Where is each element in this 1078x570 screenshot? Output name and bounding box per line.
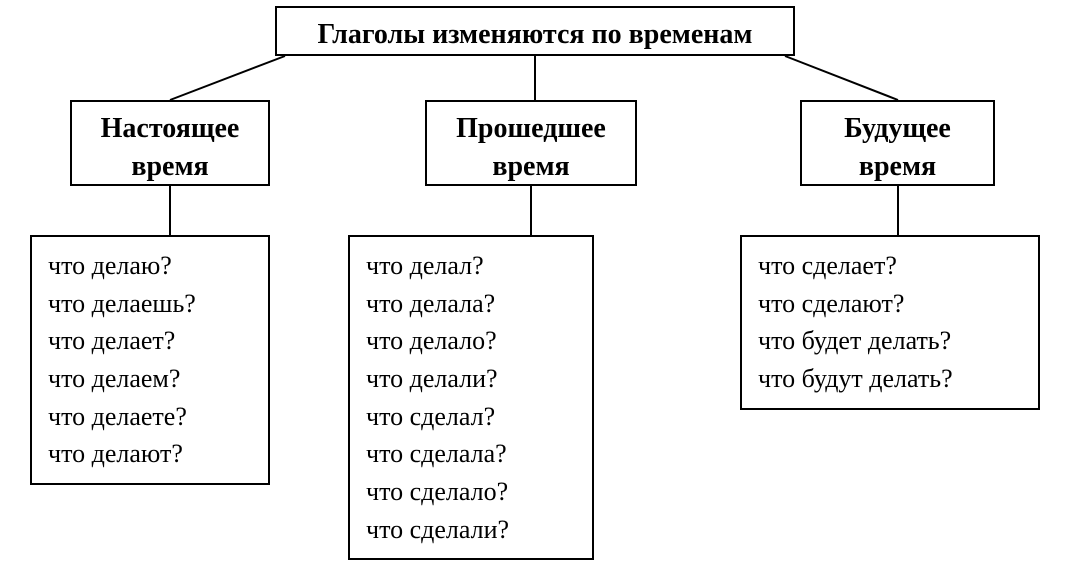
past-tense-box: Прошедшее время [425, 100, 637, 186]
present-title-line2: время [131, 151, 208, 182]
root-title: Глаголы изменяются по временам [317, 19, 752, 50]
future-title-line2: время [859, 151, 936, 182]
future-questions-box: что сделает?что сделают?что будет делать… [740, 235, 1040, 410]
present-title-line1: Настоящее [101, 113, 240, 144]
past-q-1: что делала? [366, 285, 576, 323]
present-q-5: что делают? [48, 435, 252, 473]
future-q-1: что сделают? [758, 285, 1022, 323]
present-q-2: что делает? [48, 322, 252, 360]
present-questions-box: что делаю?что делаешь?что делает?что дел… [30, 235, 270, 485]
present-tense-box: Настоящее время [70, 100, 270, 186]
present-q-0: что делаю? [48, 247, 252, 285]
past-title-line1: Прошедшее [456, 113, 606, 144]
past-q-7: что сделали? [366, 511, 576, 549]
past-q-5: что сделала? [366, 435, 576, 473]
root-box: Глаголы изменяются по временам [275, 6, 795, 56]
future-q-3: что будут делать? [758, 360, 1022, 398]
present-q-3: что делаем? [48, 360, 252, 398]
past-q-6: что сделало? [366, 473, 576, 511]
past-q-3: что делали? [366, 360, 576, 398]
present-q-4: что делаете? [48, 398, 252, 436]
present-q-1: что делаешь? [48, 285, 252, 323]
future-tense-box: Будущее время [800, 100, 995, 186]
past-q-4: что сделал? [366, 398, 576, 436]
past-q-2: что делало? [366, 322, 576, 360]
future-q-0: что сделает? [758, 247, 1022, 285]
past-q-0: что делал? [366, 247, 576, 285]
future-q-2: что будет делать? [758, 322, 1022, 360]
past-title-line2: время [492, 151, 569, 182]
past-questions-box: что делал?что делала?что делало?что дела… [348, 235, 594, 560]
future-title-line1: Будущее [844, 113, 951, 144]
